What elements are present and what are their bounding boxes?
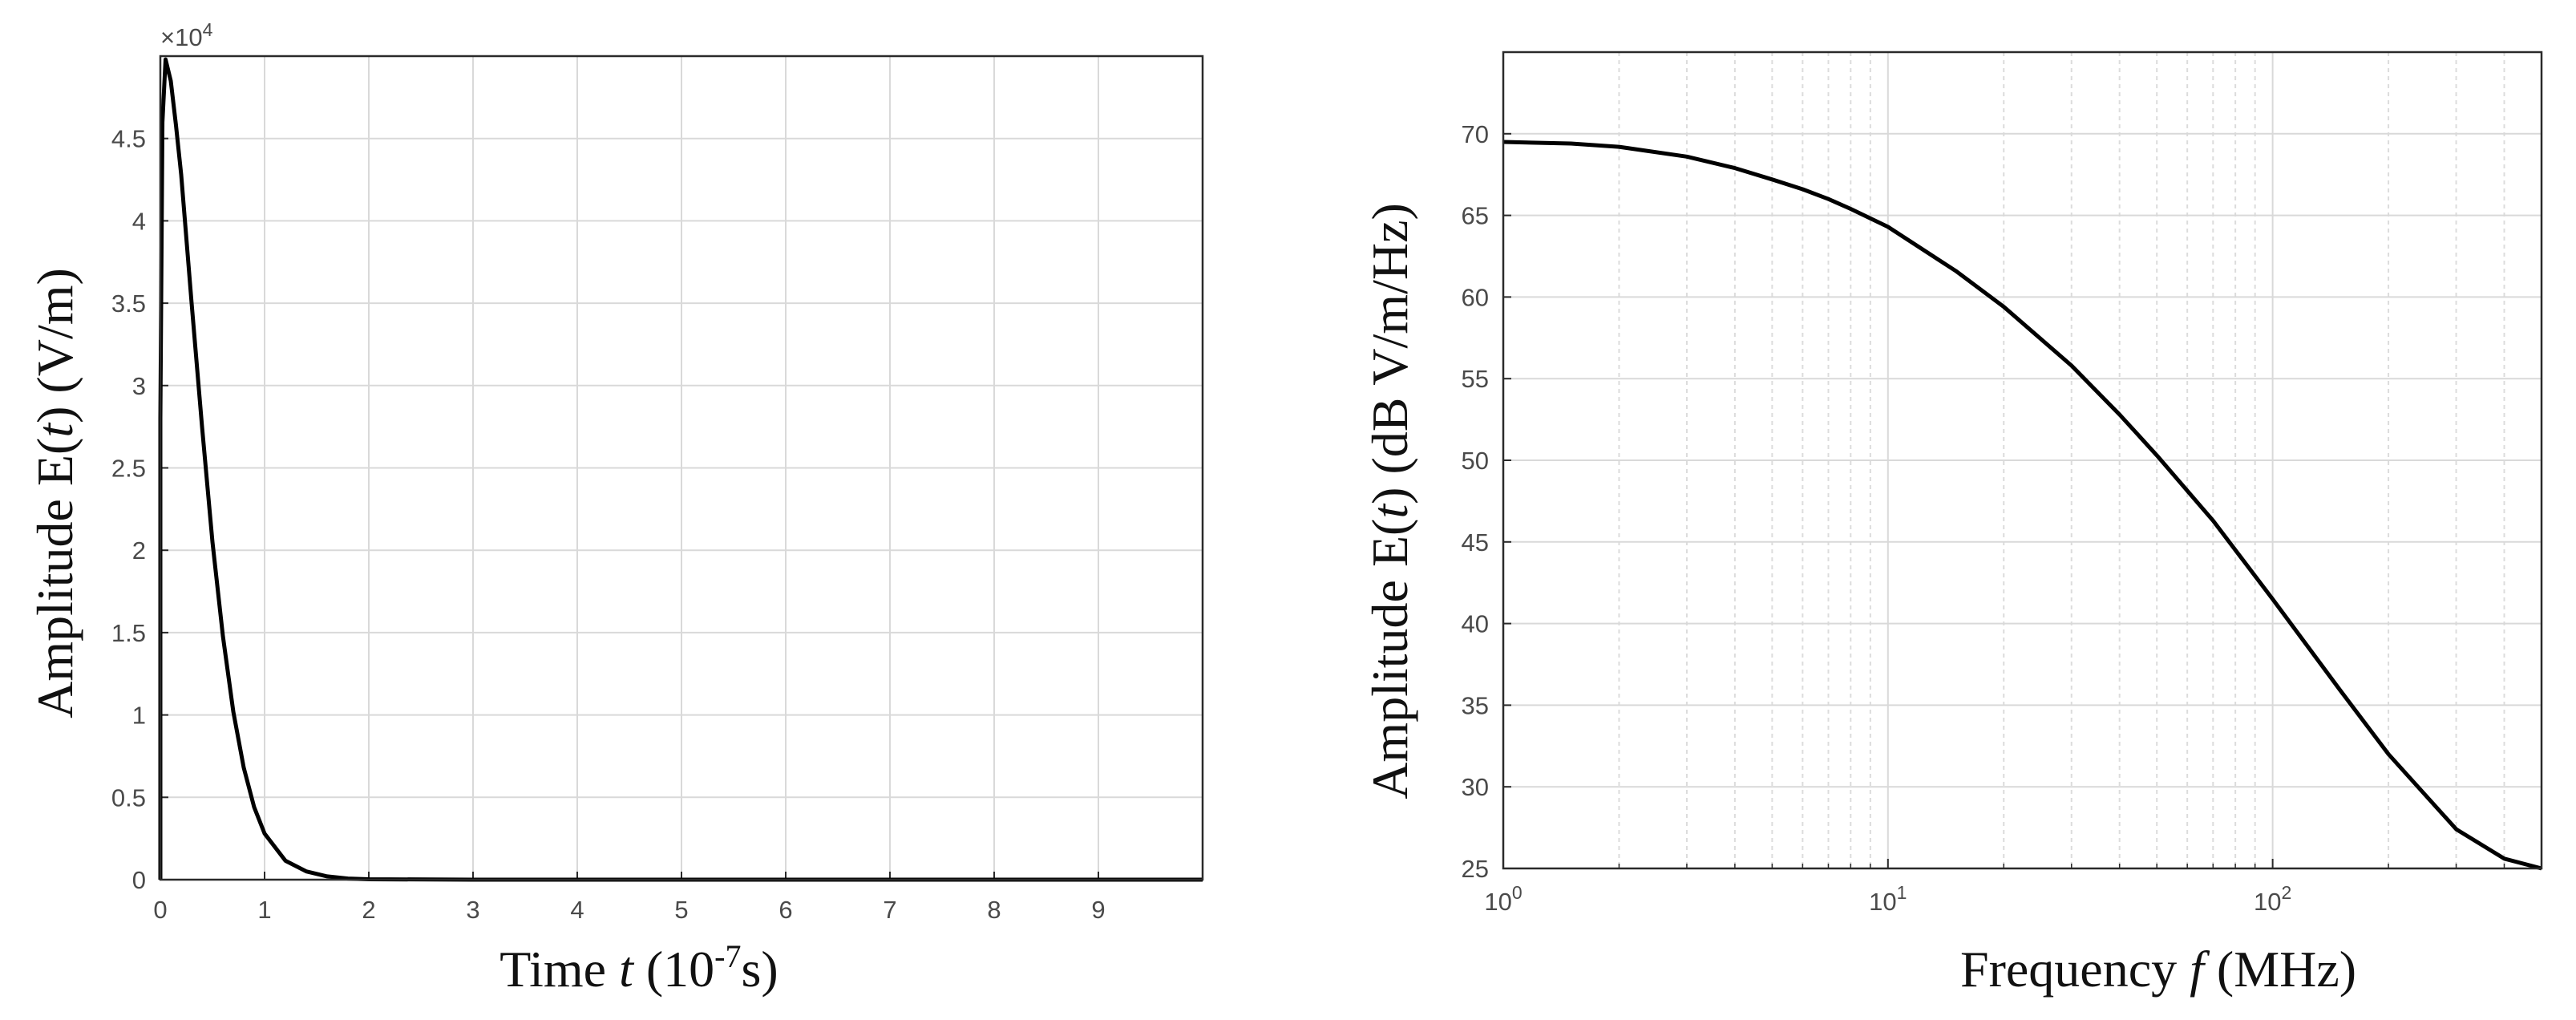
x-axis-label: Frequency f (MHz) (1960, 941, 2356, 998)
x-tick-label: 100 (1484, 882, 1522, 916)
series-line (1502, 140, 2542, 871)
y-axis-label: Amplitude E(t) (V/m) (26, 268, 83, 718)
y-tick-label: 0 (132, 866, 146, 894)
y-tick-label: 50 (1462, 447, 1489, 475)
x-tick-label: 101 (1869, 882, 1907, 916)
y-tick-label: 4.5 (111, 125, 146, 153)
y-tick-label: 45 (1462, 528, 1489, 557)
x-tick-label: 8 (987, 896, 1001, 924)
y-tick-label: 40 (1462, 610, 1489, 638)
y-tick-label: 3 (132, 372, 146, 400)
y-tick-labels: 25 30 35 40 45 50 55 60 65 70 (1462, 120, 1489, 883)
x-tick-label: 2 (362, 896, 375, 924)
x-tick-label: 3 (466, 896, 479, 924)
x-tick-label: 1 (257, 896, 271, 924)
y-axis-label: Amplitude E(t) (dB V/m/Hz) (1361, 203, 1418, 799)
y-tick-label: 2 (132, 536, 146, 565)
plot-frame (1502, 51, 2543, 870)
grid (1502, 52, 2542, 869)
plot-frame (159, 55, 1204, 881)
y-tick-label: 1 (132, 702, 146, 730)
time-domain-chart: 0 1 2 3 4 5 6 7 8 9 0 0.5 1 1.5 2 2.5 3 3.5 4 4.5 ×104 Tim… (26, 19, 1204, 998)
grid (160, 56, 1203, 880)
x-tick-label: 6 (778, 896, 792, 924)
y-multiplier: ×104 (160, 19, 213, 51)
y-tick-label: 65 (1462, 202, 1489, 230)
y-tick-label: 30 (1462, 773, 1489, 801)
y-tick-label: 4 (132, 207, 146, 235)
y-tick-label: 0.5 (111, 783, 146, 812)
y-tick-label: 60 (1462, 283, 1489, 311)
x-tick-labels: 0 1 2 3 4 5 6 7 8 9 (153, 896, 1105, 924)
y-tick-labels: 0 0.5 1 1.5 2 2.5 3 3.5 4 4.5 (111, 125, 146, 894)
y-tick-label: 3.5 (111, 289, 146, 318)
y-tick-label: 35 (1462, 691, 1489, 719)
x-tick-label: 9 (1091, 896, 1105, 924)
x-tick-label: 0 (153, 896, 167, 924)
x-axis-label: Time t (10-7s) (499, 938, 778, 998)
x-tick-label: 7 (883, 896, 896, 924)
x-tick-label: 4 (570, 896, 584, 924)
frequency-domain-chart: 100 101 102 25 30 35 40 45 50 55 60 65 70 Frequency… (1361, 51, 2543, 998)
x-tick-label: 5 (674, 896, 688, 924)
y-tick-label: 25 (1462, 855, 1489, 883)
x-tick-labels: 100 101 102 (1484, 882, 2291, 916)
x-tick-label: 102 (2254, 882, 2291, 916)
y-tick-label: 55 (1462, 365, 1489, 393)
y-tick-label: 70 (1462, 120, 1489, 148)
y-tick-label: 2.5 (111, 455, 146, 483)
y-tick-label: 1.5 (111, 619, 146, 647)
